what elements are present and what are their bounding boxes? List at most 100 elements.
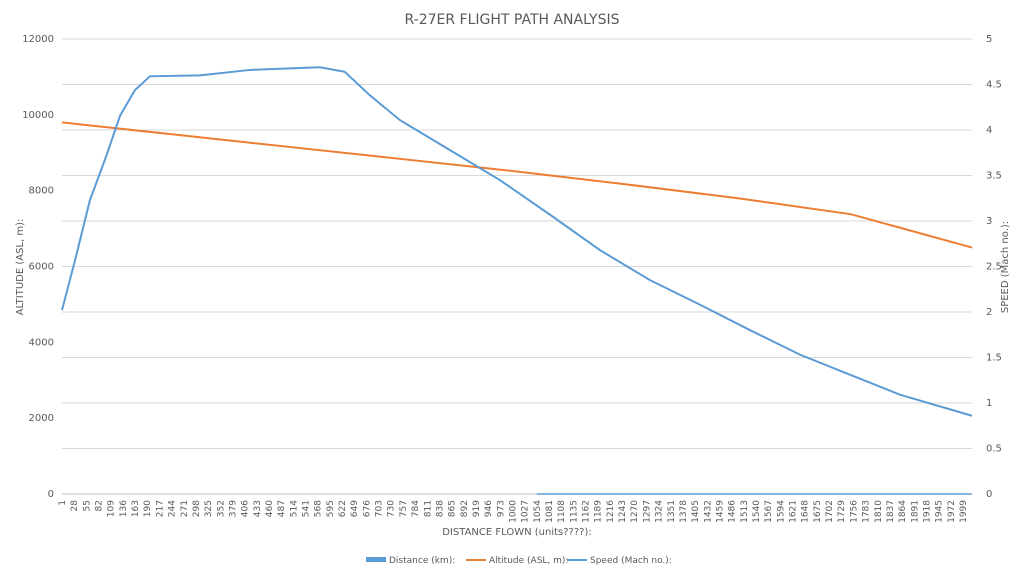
x-tick-label: 730 <box>387 500 397 517</box>
y2-tick-label: 1 <box>986 398 992 409</box>
x-tick-label: 28 <box>70 500 80 512</box>
y2-tick-label: 2.5 <box>986 262 1002 273</box>
x-tick-label: 703 <box>375 500 385 517</box>
y2-tick-label: 3.5 <box>986 171 1002 182</box>
x-axis: 1 28 55 82 109 136 163 190 217 244 271 298 325 352 379… <box>58 500 969 523</box>
chart-title: R-27ER FLIGHT PATH ANALYSIS <box>405 12 620 28</box>
x-tick-label: 1513 <box>740 500 750 523</box>
x-tick-label: 838 <box>435 500 445 517</box>
y-tick-label: 2000 <box>29 413 54 424</box>
x-tick-label: 1594 <box>776 500 786 523</box>
x-tick-label: 1567 <box>764 500 774 523</box>
y2-tick-label: 0 <box>986 489 992 500</box>
x-tick-label: 1216 <box>606 500 616 523</box>
x-tick-label: 784 <box>411 500 421 517</box>
x-tick-label: 1135 <box>569 500 579 523</box>
x-tick-label: 676 <box>362 500 372 517</box>
x-tick-label: 460 <box>265 500 275 517</box>
x-tick-label: 190 <box>143 500 153 517</box>
x-tick-label: 1972 <box>947 500 957 523</box>
series-speed-line <box>61 66 973 417</box>
legend-label: Speed (Mach no.): <box>590 556 672 566</box>
y2-tick-label: 2 <box>986 307 992 318</box>
x-tick-label: 892 <box>460 500 470 517</box>
x-tick-label: 1621 <box>789 500 799 523</box>
x-tick-label: 757 <box>399 500 409 517</box>
x-tick-label: 82 <box>95 500 105 511</box>
x-tick-label: 1243 <box>618 500 628 523</box>
y-axis-left: 0 2000 4000 6000 8000 10000 12000 <box>22 34 54 500</box>
x-tick-label: 568 <box>314 500 324 517</box>
y2-tick-label: 4 <box>986 125 992 136</box>
x-tick-label: 1000 <box>508 500 518 523</box>
y-tick-label: 12000 <box>22 34 54 45</box>
x-tick-label: 1054 <box>533 500 543 523</box>
x-tick-label: 1486 <box>728 500 738 523</box>
y2-axis-title: SPEED (Mach no.): <box>1000 221 1011 313</box>
y-tick-label: 10000 <box>22 110 54 121</box>
x-tick-label: 1108 <box>557 500 567 523</box>
y2-tick-label: 1.5 <box>986 353 1002 364</box>
x-tick-label: 1189 <box>594 500 604 523</box>
x-tick-label: 1756 <box>849 500 859 523</box>
x-tick-label: 325 <box>204 500 214 517</box>
x-tick-label: 217 <box>155 500 165 517</box>
x-tick-label: 595 <box>326 500 336 517</box>
x-tick-label: 1027 <box>521 500 531 523</box>
x-tick-label: 1918 <box>922 500 932 523</box>
x-tick-label: 919 <box>472 500 482 517</box>
x-tick-label: 1270 <box>630 500 640 523</box>
x-tick-label: 1162 <box>582 500 592 523</box>
x-tick-label: 1810 <box>874 500 884 523</box>
y-tick-label: 0 <box>48 489 54 500</box>
x-tick-label: 406 <box>241 500 251 517</box>
x-tick-label: 1864 <box>898 500 908 523</box>
x-tick-label: 1459 <box>715 500 725 523</box>
x-tick-label: 352 <box>216 500 226 517</box>
legend-swatch <box>366 557 386 562</box>
x-tick-label: 946 <box>484 500 494 517</box>
x-tick-label: 1297 <box>642 500 652 523</box>
y-tick-label: 4000 <box>29 337 54 348</box>
x-tick-label: 1783 <box>862 500 872 523</box>
x-tick-label: 1351 <box>667 500 677 523</box>
y2-tick-label: 4.5 <box>986 80 1002 91</box>
y2-tick-label: 5 <box>986 34 992 45</box>
x-tick-label: 1837 <box>886 500 896 523</box>
series-altitude-line <box>61 121 973 249</box>
x-tick-label: 487 <box>277 500 287 517</box>
legend: Distance (km): Altitude (ASL, m): Speed (M… <box>366 556 672 566</box>
y-tick-label: 8000 <box>29 186 54 197</box>
legend-label: Altitude (ASL, m): <box>489 556 568 566</box>
x-tick-label: 811 <box>423 500 433 517</box>
x-tick-label: 541 <box>302 500 312 517</box>
x-tick-label: 1945 <box>935 500 945 523</box>
x-tick-label: 433 <box>253 500 263 517</box>
x-tick-label: 1999 <box>959 500 969 523</box>
y-tick-label: 6000 <box>29 262 54 273</box>
x-tick-label: 973 <box>496 500 506 517</box>
x-tick-label: 514 <box>289 500 299 517</box>
x-tick-label: 649 <box>350 500 360 517</box>
series-layer <box>61 66 973 495</box>
x-tick-label: 1324 <box>655 500 665 523</box>
y-axis-right: 0 0.5 1 1.5 2 2.5 3 3.5 4 4.5 5 <box>986 34 1002 500</box>
legend-label: Distance (km): <box>389 556 455 566</box>
x-tick-label: 622 <box>338 500 348 517</box>
x-tick-label: 163 <box>131 500 141 517</box>
x-tick-label: 109 <box>107 500 117 517</box>
x-tick-label: 298 <box>192 500 202 517</box>
x-tick-label: 55 <box>82 500 92 511</box>
x-tick-label: 865 <box>448 500 458 517</box>
x-tick-label: 1378 <box>679 500 689 523</box>
gridlines <box>62 38 972 495</box>
x-tick-label: 136 <box>119 500 129 517</box>
x-tick-label: 271 <box>180 500 190 517</box>
y-axis-title: ALTITUDE (ASL, m): <box>15 219 26 316</box>
y2-tick-label: 3 <box>986 216 992 227</box>
x-tick-label: 244 <box>168 500 178 517</box>
x-axis-title: DISTANCE FLOWN (units????): <box>442 527 592 538</box>
x-tick-label: 1 <box>58 500 68 506</box>
x-tick-label: 1702 <box>825 500 835 523</box>
